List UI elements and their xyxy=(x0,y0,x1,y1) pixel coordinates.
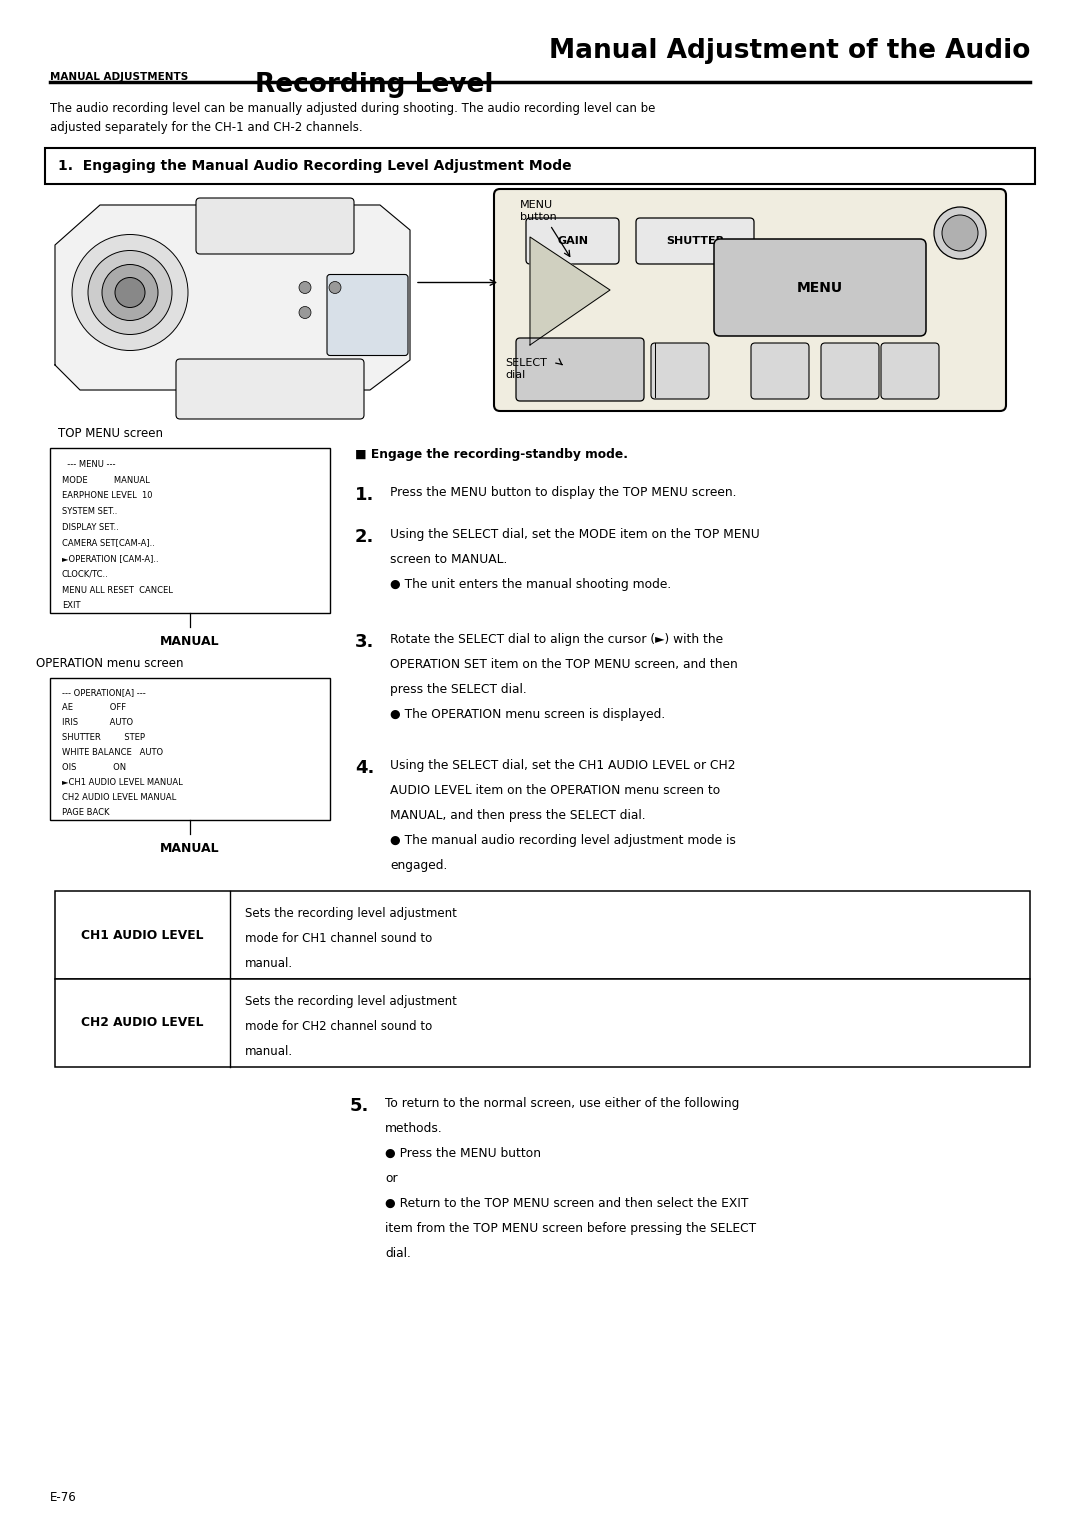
FancyBboxPatch shape xyxy=(327,275,408,356)
Text: --- OPERATION[A] ---: --- OPERATION[A] --- xyxy=(62,688,146,697)
Text: Recording Level: Recording Level xyxy=(255,72,494,98)
Text: ● The manual audio recording level adjustment mode is: ● The manual audio recording level adjus… xyxy=(390,833,735,847)
Bar xyxy=(50,448,330,613)
FancyBboxPatch shape xyxy=(176,359,364,419)
Text: engaged.: engaged. xyxy=(390,859,447,872)
Bar xyxy=(50,677,330,820)
Text: SHUTTER: SHUTTER xyxy=(666,235,724,246)
Text: EARPHONE LEVEL  10: EARPHONE LEVEL 10 xyxy=(62,491,152,500)
Circle shape xyxy=(934,206,986,258)
Text: --- MENU ---: --- MENU --- xyxy=(62,460,116,469)
FancyBboxPatch shape xyxy=(821,342,879,399)
Text: Rotate the SELECT dial to align the cursor (►) with the: Rotate the SELECT dial to align the curs… xyxy=(390,633,724,645)
Circle shape xyxy=(299,306,311,318)
Text: EXIT: EXIT xyxy=(62,601,81,610)
Text: Using the SELECT dial, set the MODE item on the TOP MENU: Using the SELECT dial, set the MODE item… xyxy=(390,528,759,541)
Text: mode for CH1 channel sound to: mode for CH1 channel sound to xyxy=(245,933,432,945)
Text: or: or xyxy=(384,1173,397,1185)
Text: CAMERA SET[CAM-A]..: CAMERA SET[CAM-A].. xyxy=(62,538,154,547)
Text: SYSTEM SET..: SYSTEM SET.. xyxy=(62,508,118,517)
Circle shape xyxy=(102,265,158,321)
Bar xyxy=(55,891,1030,979)
Circle shape xyxy=(299,281,311,294)
Text: methods.: methods. xyxy=(384,1122,443,1135)
Text: Manual Adjustment of the Audio: Manual Adjustment of the Audio xyxy=(549,38,1030,64)
FancyBboxPatch shape xyxy=(881,342,939,399)
Text: SELECT
dial: SELECT dial xyxy=(505,358,546,381)
FancyBboxPatch shape xyxy=(516,338,644,401)
Text: screen to MANUAL.: screen to MANUAL. xyxy=(390,553,508,566)
Text: OPERATION menu screen: OPERATION menu screen xyxy=(37,657,184,670)
Text: OIS              ON: OIS ON xyxy=(62,763,126,772)
Text: The audio recording level can be manually adjusted during shooting. The audio re: The audio recording level can be manuall… xyxy=(50,102,656,133)
Polygon shape xyxy=(55,205,410,390)
Text: Sets the recording level adjustment: Sets the recording level adjustment xyxy=(245,907,457,920)
Text: GAIN: GAIN xyxy=(557,235,588,246)
Text: MANUAL ADJUSTMENTS: MANUAL ADJUSTMENTS xyxy=(50,72,188,83)
Text: MENU
button: MENU button xyxy=(519,200,557,222)
Text: SHUTTER         STEP: SHUTTER STEP xyxy=(62,732,145,742)
Text: MENU: MENU xyxy=(797,281,843,295)
Text: AUDIO LEVEL item on the OPERATION menu screen to: AUDIO LEVEL item on the OPERATION menu s… xyxy=(390,784,720,797)
Text: 3.: 3. xyxy=(355,633,375,651)
Text: 2.: 2. xyxy=(355,528,375,546)
Text: MODE          MANUAL: MODE MANUAL xyxy=(62,476,150,485)
Text: item from the TOP MENU screen before pressing the SELECT: item from the TOP MENU screen before pre… xyxy=(384,1222,756,1235)
Bar xyxy=(45,148,1035,183)
Text: 1.: 1. xyxy=(355,486,375,505)
Text: ● The OPERATION menu screen is displayed.: ● The OPERATION menu screen is displayed… xyxy=(390,708,665,722)
Text: 1.  Engaging the Manual Audio Recording Level Adjustment Mode: 1. Engaging the Manual Audio Recording L… xyxy=(58,159,571,173)
Text: IRIS            AUTO: IRIS AUTO xyxy=(62,719,133,726)
FancyBboxPatch shape xyxy=(494,190,1005,411)
Circle shape xyxy=(942,216,978,251)
Text: 5.: 5. xyxy=(350,1096,369,1115)
Text: mode for CH2 channel sound to: mode for CH2 channel sound to xyxy=(245,1020,432,1034)
Text: Press the MENU button to display the TOP MENU screen.: Press the MENU button to display the TOP… xyxy=(390,486,737,498)
Text: 4.: 4. xyxy=(355,758,375,777)
Circle shape xyxy=(87,251,172,335)
Text: CH2 AUDIO LEVEL: CH2 AUDIO LEVEL xyxy=(81,1017,204,1029)
Text: To return to the normal screen, use either of the following: To return to the normal screen, use eith… xyxy=(384,1096,740,1110)
Text: PAGE BACK: PAGE BACK xyxy=(62,807,109,816)
Circle shape xyxy=(114,277,145,307)
Text: manual.: manual. xyxy=(245,957,293,969)
Text: ►CH1 AUDIO LEVEL MANUAL: ►CH1 AUDIO LEVEL MANUAL xyxy=(62,778,183,787)
Text: dial.: dial. xyxy=(384,1248,410,1260)
Text: Sets the recording level adjustment: Sets the recording level adjustment xyxy=(245,995,457,1008)
Text: ● The unit enters the manual shooting mode.: ● The unit enters the manual shooting mo… xyxy=(390,578,672,592)
Circle shape xyxy=(329,281,341,294)
Text: Using the SELECT dial, set the CH1 AUDIO LEVEL or CH2: Using the SELECT dial, set the CH1 AUDIO… xyxy=(390,758,735,772)
Text: DISPLAY SET..: DISPLAY SET.. xyxy=(62,523,119,532)
FancyBboxPatch shape xyxy=(714,239,926,336)
Text: ● Return to the TOP MENU screen and then select the EXIT: ● Return to the TOP MENU screen and then… xyxy=(384,1197,748,1209)
Text: manual.: manual. xyxy=(245,1044,293,1058)
FancyBboxPatch shape xyxy=(636,219,754,265)
Text: CH1 AUDIO LEVEL: CH1 AUDIO LEVEL xyxy=(81,928,204,942)
Text: press the SELECT dial.: press the SELECT dial. xyxy=(390,683,527,696)
Text: TOP MENU screen: TOP MENU screen xyxy=(57,427,162,440)
Text: AE              OFF: AE OFF xyxy=(62,703,126,713)
Text: MENU ALL RESET  CANCEL: MENU ALL RESET CANCEL xyxy=(62,586,173,595)
FancyBboxPatch shape xyxy=(195,197,354,254)
Text: ►OPERATION [CAM-A]..: ►OPERATION [CAM-A].. xyxy=(62,555,159,563)
FancyBboxPatch shape xyxy=(526,219,619,265)
Text: ■ Engage the recording-standby mode.: ■ Engage the recording-standby mode. xyxy=(355,448,627,462)
Text: CLOCK/TC..: CLOCK/TC.. xyxy=(62,570,109,579)
Text: CH2 AUDIO LEVEL MANUAL: CH2 AUDIO LEVEL MANUAL xyxy=(62,792,176,801)
Polygon shape xyxy=(530,237,610,346)
Text: MANUAL, and then press the SELECT dial.: MANUAL, and then press the SELECT dial. xyxy=(390,809,646,823)
FancyBboxPatch shape xyxy=(651,342,708,399)
Text: MANUAL: MANUAL xyxy=(160,635,220,648)
Circle shape xyxy=(72,234,188,350)
Text: WHITE BALANCE   AUTO: WHITE BALANCE AUTO xyxy=(62,748,163,757)
FancyBboxPatch shape xyxy=(751,342,809,399)
Text: ● Press the MENU button: ● Press the MENU button xyxy=(384,1147,541,1161)
Bar xyxy=(55,979,1030,1067)
Text: MANUAL: MANUAL xyxy=(160,842,220,855)
Text: OPERATION SET item on the TOP MENU screen, and then: OPERATION SET item on the TOP MENU scree… xyxy=(390,657,738,671)
Text: E-76: E-76 xyxy=(50,1491,77,1505)
